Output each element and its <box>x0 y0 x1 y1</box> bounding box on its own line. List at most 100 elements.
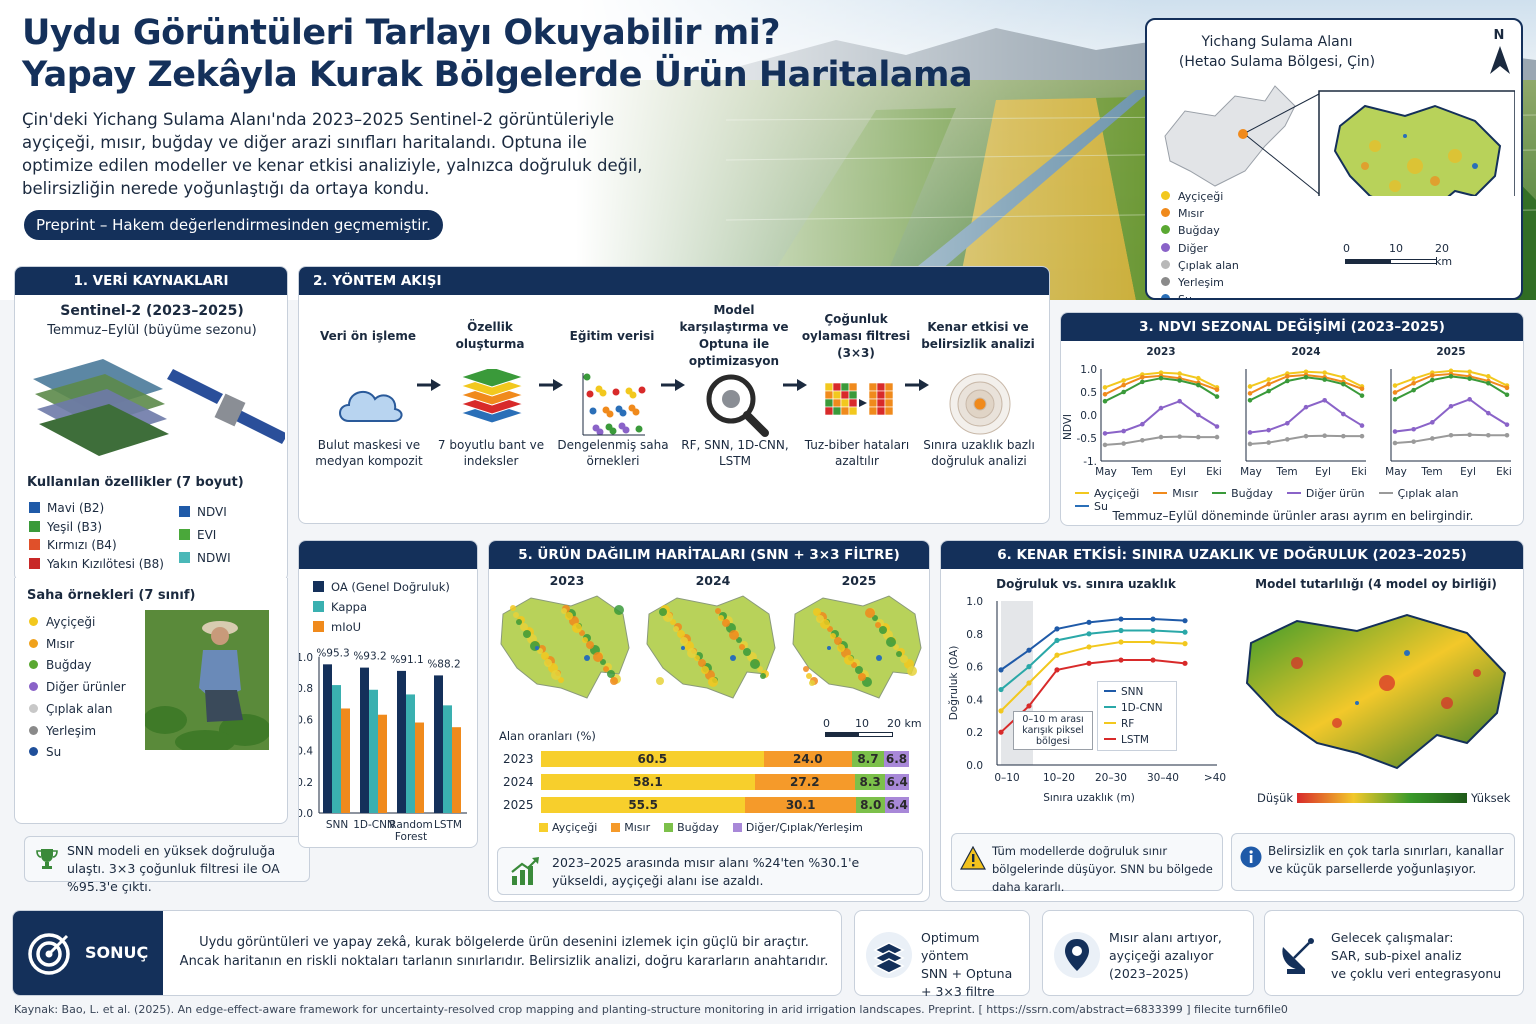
bar <box>452 727 461 813</box>
lead-paragraph: Çin'deki Yichang Sulama Alanı'nda 2023–2… <box>22 110 643 198</box>
conclusion-card: Gelecek çalışmalar: SAR, sub-pixel anali… <box>1264 910 1524 996</box>
maize-trend-note: 2023–2025 arasında mısır alanı %24'ten %… <box>497 847 923 895</box>
svg-text:30–40: 30–40 <box>1147 772 1179 784</box>
ndvi-legend-item: Ayçiçeği <box>1075 487 1139 500</box>
title-line-2: Yapay Zekâyla Kurak Bölgelerde Ürün Hari… <box>22 55 973 95</box>
trend-up-icon <box>511 857 539 885</box>
bar-legend-item: Kappa <box>313 597 450 617</box>
feature-band-item: Yeşil (B3) <box>29 518 164 537</box>
method-step: Eğitim verisi Dengelenmiş saha örnekleri <box>553 305 675 515</box>
snn-accuracy-note-text: SNN modeli en yüksek doğruluğa ulaştı. 3… <box>67 843 280 894</box>
crop-maps-heading: 5. ÜRÜN DAĞILIM HARİTALARI (SNN + 3×3 Fİ… <box>489 541 929 569</box>
svg-text:0.2: 0.2 <box>299 777 313 789</box>
method-step-desc: 7 boyutlu bant ve indeksler <box>437 438 545 468</box>
inset-legend-item: Diğer <box>1161 240 1239 257</box>
satellite-image-stack <box>33 359 285 456</box>
area-share-title: Alan oranları (%) <box>499 729 596 743</box>
magnifier-gear-icon <box>706 374 769 437</box>
sample-class-item: Diğer ürünler <box>29 677 126 699</box>
bar <box>397 670 406 813</box>
feature-band-item: Mavi (B2) <box>29 499 164 518</box>
method-heading: 2. YÖNTEM AKIŞI <box>299 267 1049 295</box>
sample-class-item: Çıplak alan <box>29 699 126 721</box>
svg-text:Eyl: Eyl <box>1315 466 1331 478</box>
svg-text:Eki: Eki <box>1496 466 1512 478</box>
mixed-pixel-zone-label: 0–10 m arası karışık piksel bölgesi <box>1013 711 1093 750</box>
bar-legend-item: mIoU <box>313 617 450 637</box>
svg-text:Eki: Eki <box>1206 466 1222 478</box>
sample-class-item: Su <box>29 742 126 764</box>
svg-text:-1.: -1. <box>1083 456 1097 468</box>
sample-class-item: Yerleşim <box>29 721 126 743</box>
area-share-row: 2023 60.5 24.0 8.7 6.8 <box>503 751 909 767</box>
inset-subtitle: (Hetao Sulama Bölgesi, Çin) <box>1178 54 1376 70</box>
method-panel: 2. YÖNTEM AKIŞI Veri ön işleme Bulut mas… <box>298 266 1050 524</box>
svg-text:Tem: Tem <box>1420 466 1442 478</box>
bar-data-label: %91.1 <box>390 654 423 666</box>
bar <box>443 705 452 813</box>
crop-map-year: 2024 <box>643 573 783 723</box>
area-share-segment: 8.3 <box>854 774 886 790</box>
sample-class-item: Mısır <box>29 634 126 656</box>
svg-text:0.0: 0.0 <box>1080 410 1097 422</box>
area-legend-item: Ayçiçeği <box>539 821 597 834</box>
svg-text:Doğruluk (OA): Doğruluk (OA) <box>948 646 960 721</box>
bar-legend-item: OA (Genel Doğruluk) <box>313 577 450 597</box>
svg-text:NDVI: NDVI <box>1062 414 1074 440</box>
sample-class-item: Ayçiçeği <box>29 612 126 634</box>
svg-text:Tem: Tem <box>1275 466 1297 478</box>
ndvi-panel: 3. NDVI SEZONAL DEĞİŞİMİ (2023–2025) NDV… <box>1060 312 1524 526</box>
area-share-segment: 6.4 <box>885 797 909 813</box>
bar <box>323 664 332 813</box>
method-step: Model karşılaştırma ve Optuna ile optimi… <box>675 303 797 515</box>
consistency-color-ramp <box>1297 793 1467 803</box>
inset-legend-item: Buğday <box>1161 222 1239 239</box>
samples-list: Ayçiçeği Mısır Buğday Diğer ürünler Çıplak a… <box>29 612 126 764</box>
inset-legend-item: Su <box>1161 291 1239 298</box>
data-sources-panel: 1. VERİ KAYNAKLARI Sentinel-2 (2023–2025… <box>14 266 288 582</box>
satellite-dish-icon <box>1282 938 1314 974</box>
feature-band-item: Kırmızı (B4) <box>29 536 164 555</box>
svg-text:>40: >40 <box>1204 772 1226 784</box>
method-step-desc: Tuz-biber hataları azaltılır <box>804 438 910 468</box>
bar-data-label: %88.2 <box>427 658 460 670</box>
inset-legend-item: Yerleşim <box>1161 274 1239 291</box>
bar-category-label: Forest <box>395 831 427 843</box>
svg-text:0–10: 0–10 <box>994 772 1019 784</box>
method-step-desc: RF, SNN, 1D-CNN, LSTM <box>681 438 789 468</box>
feature-band-item: Yakın Kızılötesi (B8) <box>29 555 164 574</box>
area-share-segment: 6.4 <box>885 774 909 790</box>
feature-index-item: NDWI <box>179 547 231 570</box>
method-step-desc: Sınıra uzaklık bazlı doğruluk analizi <box>923 438 1035 468</box>
svg-text:0.2: 0.2 <box>966 727 983 739</box>
ndvi-legend-item: Mısır <box>1153 487 1198 500</box>
svg-text:Eyl: Eyl <box>1460 466 1476 478</box>
inset-legend-item: Mısır <box>1161 205 1239 222</box>
svg-text:10–20: 10–20 <box>1043 772 1075 784</box>
boundary-accuracy-text: Tüm modellerde doğruluk sınır bölgelerin… <box>992 844 1213 894</box>
edge-effect-panel: 6. KENAR ETKİSİ: SINIRA UZAKLIK VE DOĞRU… <box>940 540 1524 902</box>
crop-distribution-map <box>500 595 630 699</box>
svg-text:Sınıra uzaklık (m): Sınıra uzaklık (m) <box>1043 792 1135 804</box>
bar-data-label: %95.3 <box>316 647 349 659</box>
bar-data-label: %93.2 <box>353 651 386 663</box>
layers-icon <box>459 369 525 424</box>
sentinel-subtitle: Temmuz–Eylül (büyüme sezonu) <box>47 323 257 338</box>
area-share-segment: 8.7 <box>851 751 884 767</box>
edge-chart-legend: SNN 1D-CNN RF LSTM <box>1097 681 1177 751</box>
method-step: Veri ön işleme Bulut maskesi ve medyan k… <box>309 305 431 515</box>
svg-text:2024: 2024 <box>1291 346 1320 358</box>
crop-distribution-map <box>646 595 776 699</box>
method-step: Özellik oluşturma 7 boyutlu bant ve inde… <box>431 305 553 515</box>
svg-text:0.4: 0.4 <box>299 746 313 758</box>
conclusion-card: Mısır alanı artıyor, ayçiçeği azalıyor (… <box>1042 910 1254 996</box>
conclusion-line-1: Uydu görüntüleri ve yapay zekâ, kurak bö… <box>199 935 809 950</box>
title-line-1: Uydu Görüntüleri Tarlayı Okuyabilir mi? <box>22 13 781 53</box>
svg-text:2023: 2023 <box>1146 346 1175 358</box>
model-accuracy-bar-chart: 1.0 0.8 0.6 0.4 0.2 0.0 %95.3 SNN %93.2 1D-CNN %91… <box>299 647 467 843</box>
area-share-legend: Ayçiçeği Mısır Buğday Diğer/Çıplak/Yerleşim <box>539 821 877 834</box>
model-comparison-header-bar <box>299 541 477 569</box>
ndvi-caption: Temmuz–Eylül döneminde ürünler arası ayr… <box>1112 509 1474 523</box>
area-legend-item: Diğer/Çıplak/Yerleşim <box>732 821 863 834</box>
feature-index-item: EVI <box>179 524 231 547</box>
